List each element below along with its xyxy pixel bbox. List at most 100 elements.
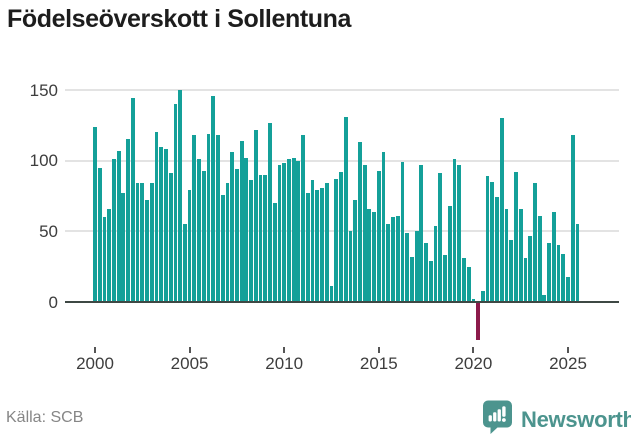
quarter-bar: [263, 174, 268, 302]
quarter-bar: [192, 135, 197, 302]
quarter-bar: [130, 98, 135, 302]
quarter-bar: [268, 122, 272, 302]
quarter-bar: [230, 152, 235, 302]
quarter-bar: [145, 200, 149, 302]
quarter-bar: [419, 164, 424, 302]
quarter-bar: [135, 183, 140, 302]
quarter-bar: [320, 187, 324, 302]
quarter-bar: [154, 132, 159, 302]
quarter-bar: [201, 170, 206, 302]
brand-logo: Newsworthy: [481, 399, 631, 439]
quarter-bar: [528, 235, 533, 302]
quarter-bar: [296, 160, 301, 302]
x-axis-line: [65, 300, 619, 304]
quarter-bar: [556, 245, 561, 302]
quarter-bar: [310, 180, 315, 302]
quarter-bar: [197, 159, 201, 302]
quarter-bar: [480, 290, 485, 302]
x-axis-tick-label: 2020: [454, 354, 493, 373]
quarter-bar: [140, 183, 145, 302]
x-axis-tick: [188, 347, 191, 353]
quarter-bar: [466, 266, 471, 302]
quarter-bar: [428, 261, 433, 302]
quarter-bar: [490, 181, 495, 302]
quarter-bar: [334, 179, 339, 302]
quarter-bar: [570, 135, 575, 302]
gridline: [65, 159, 619, 162]
quarter-bar: [443, 255, 447, 302]
quarter-bar: [282, 163, 287, 302]
quarter-bar: [400, 162, 405, 302]
quarter-bar: [433, 225, 438, 302]
quarter-bar: [258, 174, 263, 302]
quarter-bar: [339, 171, 343, 302]
quarter-bar: [391, 217, 395, 302]
quarter-bar: [518, 208, 523, 302]
quarter-bar: [277, 164, 282, 302]
quarter-bar: [424, 242, 428, 302]
quarter-bar: [386, 224, 391, 302]
quarter-bar: [471, 299, 476, 302]
gridline: [65, 89, 619, 91]
quarter-bar: [187, 190, 192, 302]
quarter-bar: [551, 211, 556, 302]
quarter-bar: [523, 258, 528, 302]
x-axis-tick-label: 2025: [549, 354, 587, 373]
quarter-bar: [452, 159, 457, 302]
brand-wordmark: Newsworthy: [521, 406, 631, 432]
x-axis-tick-label: 2000: [76, 354, 114, 373]
quarter-bar: [178, 90, 183, 302]
quarter-bar: [287, 159, 291, 302]
quarter-bar: [381, 152, 386, 302]
x-axis-tick: [472, 347, 475, 353]
quarter-bar: [405, 232, 410, 302]
quarter-bar: [353, 200, 358, 302]
quarter-bar: [509, 239, 514, 302]
quarter-bar: [410, 256, 414, 302]
quarter-bar: [97, 167, 102, 302]
quarter-bar: [537, 215, 542, 302]
x-axis-tick: [377, 347, 380, 353]
quarter-bar: [102, 217, 107, 302]
y-tick-label: 100: [29, 151, 58, 171]
quarter-bar: [372, 211, 376, 302]
quarter-bar: [116, 150, 121, 302]
chart-title: Födelseöverskott i Sollentuna: [7, 5, 352, 33]
quarter-bar: [272, 203, 277, 302]
quarter-bar: [173, 104, 178, 302]
x-axis-tick-label: 2010: [265, 354, 304, 373]
quarter-bar: [121, 193, 126, 302]
y-tick-label: 50: [39, 221, 58, 241]
quarter-bar: [107, 208, 112, 302]
quarter-bar: [305, 193, 310, 302]
quarter-bar: [168, 173, 173, 302]
source-caption: Källa: SCB: [6, 409, 84, 426]
quarter-bar: [542, 294, 547, 302]
quarter-bar: [291, 157, 296, 302]
quarter-bar: [575, 224, 580, 302]
quarter-bar: [485, 176, 490, 302]
quarter-bar: [504, 208, 509, 302]
quarter-bar: [532, 183, 537, 302]
quarter-bar: [249, 180, 253, 302]
quarter-bar: [348, 231, 353, 302]
x-axis-tick-label: 2015: [359, 354, 398, 373]
quarter-bar: [324, 183, 329, 302]
quarter-bar: [93, 126, 97, 302]
quarter-bar: [476, 302, 481, 341]
quarter-bar: [447, 205, 452, 302]
quarter-bar: [159, 146, 164, 302]
quarter-bar: [149, 183, 154, 302]
y-tick-label: 150: [29, 80, 58, 100]
quarter-bar: [112, 159, 116, 302]
quarter-bar: [462, 258, 466, 302]
quarter-bar: [182, 224, 187, 302]
quarter-bar: [438, 173, 443, 302]
quarter-bar: [414, 231, 419, 302]
quarter-bar: [253, 129, 258, 302]
quarter-bar: [235, 169, 239, 302]
x-axis-tick: [567, 347, 569, 353]
quarter-bar: [362, 164, 367, 302]
quarter-bar: [495, 197, 499, 302]
